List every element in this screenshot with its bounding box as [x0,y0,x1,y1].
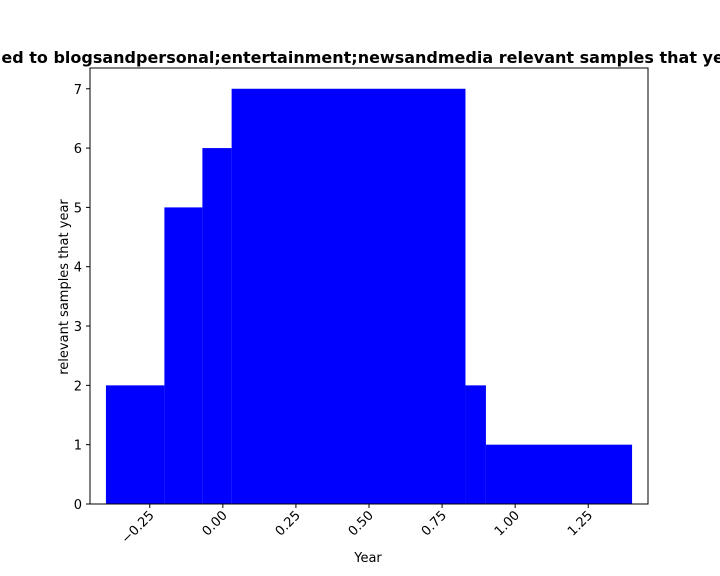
y-tick-label-1: 1 [74,439,82,454]
bar-2 [202,148,232,504]
bar-0 [105,385,165,504]
x-tick-label-3: 0.50 [346,508,377,539]
x-axis-label: Year [353,551,382,566]
x-tick-label-1: 0.00 [200,508,231,539]
y-tick-label-6: 6 [74,142,82,157]
bars-group [105,88,633,504]
y-axis-ticks: 0 1 2 3 4 5 6 7 [74,83,90,513]
x-axis-ticks: −0.25 0.00 0.25 0.50 0.75 1.00 1.25 [119,504,596,547]
y-tick-label-4: 4 [74,261,82,276]
chart-title: ed to blogsandpersonal;entertainment;new… [1,48,720,67]
x-tick-label-5: 1.00 [492,508,523,539]
x-tick-label-6: 1.25 [565,508,596,539]
y-tick-label-5: 5 [74,201,82,216]
bar-1 [164,207,203,504]
y-tick-label-2: 2 [74,379,82,394]
x-tick-label-4: 0.75 [419,508,450,539]
bar-3 [231,88,466,504]
x-tick-label-2: 0.25 [273,508,304,539]
y-tick-label-0: 0 [74,498,82,513]
bar-4 [465,385,486,504]
y-axis-label: relevant samples that year [57,199,72,375]
bar-5 [485,444,633,504]
x-tick-label-0: −0.25 [119,508,158,547]
y-tick-label-3: 3 [74,320,82,335]
y-tick-label-7: 7 [74,83,82,98]
